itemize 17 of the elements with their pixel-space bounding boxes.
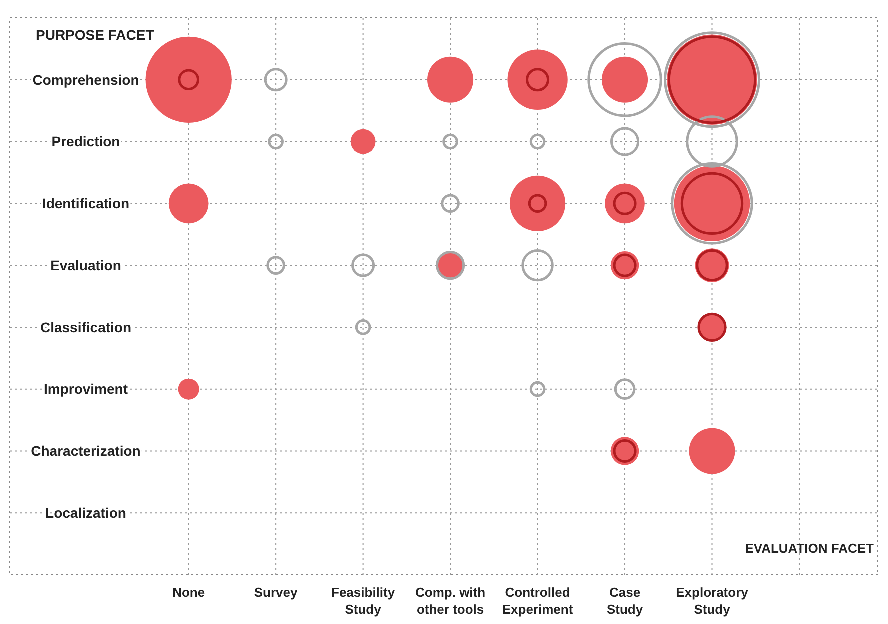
x-tick-label: Exploratory Study xyxy=(676,585,750,617)
x-tick-label: Controlled Experiment xyxy=(502,585,574,617)
x-tick-label: None xyxy=(172,585,206,600)
x-tick-label: Survey xyxy=(254,585,299,600)
category-label: Prediction xyxy=(52,134,120,150)
x-tick-label: Feasibility Study xyxy=(332,585,396,617)
category-label: Characterization xyxy=(31,443,141,460)
x-tick-label: Case Study xyxy=(606,585,644,617)
category-label: Localization xyxy=(46,505,126,522)
category-label: Classification xyxy=(40,319,132,336)
category-label: Improviment xyxy=(44,381,128,398)
annotation: EVALUATION FACET xyxy=(745,541,874,556)
text: PURPOSE FACET xyxy=(36,27,155,43)
category-label: Evaluation xyxy=(50,257,122,274)
category-label: Identification xyxy=(42,196,130,212)
category-label: Comprehension xyxy=(32,72,140,88)
x-tick-label: Comp. with other tools xyxy=(416,585,486,617)
